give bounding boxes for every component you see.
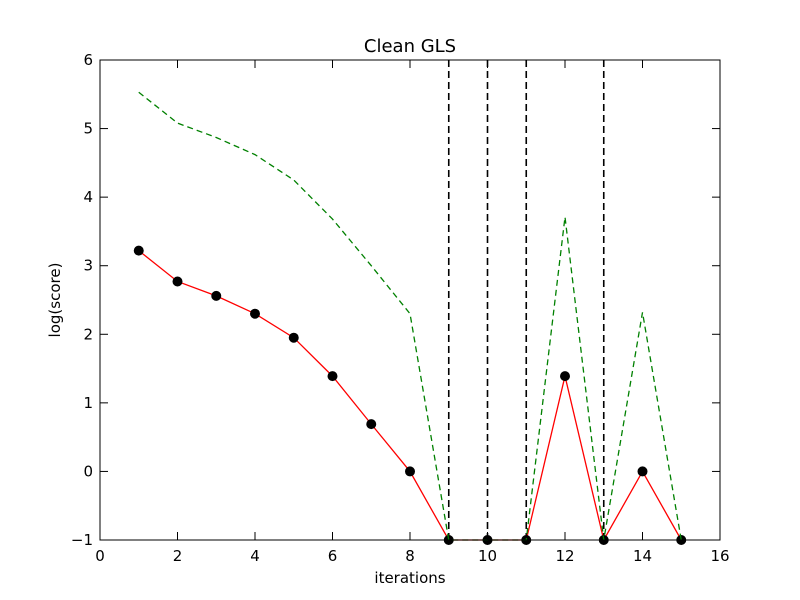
plot-area [133, 60, 687, 545]
data-point [327, 371, 338, 382]
chart-title: Clean GLS [364, 36, 456, 57]
data-point [637, 466, 648, 477]
y-tick-label: 0 [83, 462, 93, 480]
x-tick-label: 12 [555, 547, 574, 565]
data-point [405, 466, 415, 477]
data-point [133, 245, 144, 256]
y-axis-label: log(score) [46, 263, 64, 338]
data-point [288, 332, 299, 343]
x-axis-label: iterations [374, 569, 445, 587]
y-tick-label: −1 [71, 531, 93, 549]
x-tick-label: 16 [710, 547, 729, 565]
y-tick-label: 2 [83, 325, 93, 343]
x-tick-label: 4 [250, 547, 260, 565]
data-point [211, 290, 222, 301]
x-tick-label: 6 [328, 547, 338, 565]
x-tick-label: 8 [405, 547, 415, 565]
y-tick-label: 6 [83, 51, 93, 69]
x-tick-label: 0 [95, 547, 105, 565]
y-tick-label: 3 [83, 257, 93, 275]
data-point [560, 371, 570, 382]
y-tick-label: 1 [83, 394, 93, 412]
series-line-1 [138, 91, 682, 541]
x-tick-label: 10 [478, 547, 497, 565]
x-tick-label: 14 [633, 547, 652, 565]
x-tick-label: 2 [173, 547, 183, 565]
data-point [250, 308, 260, 319]
y-tick-label: 5 [83, 120, 93, 138]
data-point [366, 419, 377, 430]
y-tick-label: 4 [83, 188, 93, 206]
data-point [172, 276, 183, 287]
